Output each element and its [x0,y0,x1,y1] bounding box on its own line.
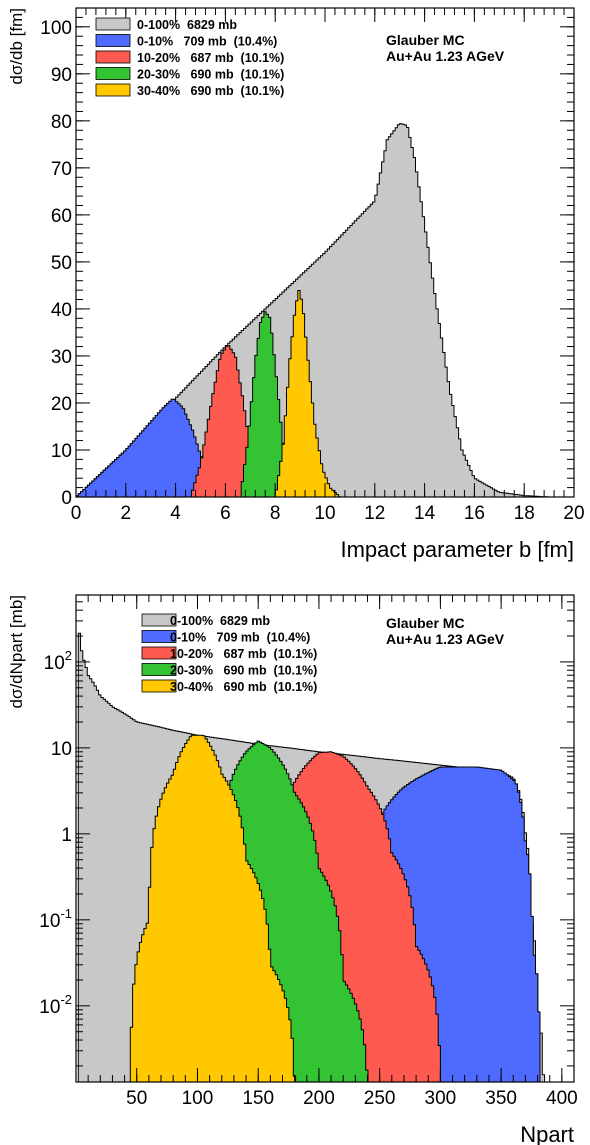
chart-panel-2: 50 100 150 200 250 300 350 400 10-2 10-1 1 10 102 Npa… [7,594,578,1145]
legend-swatch-c10_20 [141,646,177,660]
plot-frame [75,594,575,1083]
y-tick-label: 102 [44,648,72,674]
legend-label-c20_30: 20-30% 690 mb (10.1%) [137,68,284,82]
x-tick-label: 14 [414,503,436,524]
y-axis-title: dσ/db [fm] [7,8,26,85]
legend-swatch-c20_30 [95,67,131,80]
histogram-c30_40-1 [274,290,342,498]
x-tick-label: 8 [270,503,281,524]
y-tick-label: 40 [51,300,72,321]
legend-label-total: 0-100% 6829 mb [170,614,270,628]
y-tick-label: 30 [51,347,72,368]
y-axis-title: dσ/dNpart [mb] [7,595,26,708]
annotation-line-2: Au+Au 1.23 AGeV [386,48,505,64]
legend-swatch-c0_10 [141,630,177,643]
x-tick-label: 200 [303,1088,335,1109]
y-tick-label: 0 [61,488,72,509]
y-tick-label: 70 [51,159,72,180]
x-tick-label: 350 [485,1088,517,1109]
y-tick-label: 50 [51,253,72,274]
y-tick-label: 1 [61,825,72,846]
annotation-line-1: Glauber MC [386,32,465,48]
y-tick-label: 10 [51,441,72,462]
annotation-line-1: Glauber MC [386,615,465,631]
y-tick-label: 80 [51,112,72,133]
annotation-line-2: Au+Au 1.23 AGeV [386,631,505,647]
x-tick-label: 4 [170,503,181,524]
x-tick-label: 150 [242,1088,274,1109]
legend-label-c30_40: 30-40% 690 mb (10.1%) [137,84,284,98]
x-tick-label: 18 [514,503,535,524]
x-tick-label: 250 [364,1088,396,1109]
legend-swatch-total [95,17,131,31]
y-tick-label: 100 [40,18,72,39]
x-tick-label: 100 [182,1088,214,1109]
legend-label-c0_10: 0-10% 709 mb (10.4%) [137,35,277,49]
x-axis-title: Impact parameter b [fm] [340,537,574,562]
y-tick-label: 90 [51,65,72,86]
y-tick-label: 10-2 [39,992,72,1018]
x-tick-label: 400 [546,1088,578,1109]
y-tick-label: 20 [51,394,72,415]
x-tick-label: 12 [364,503,385,524]
legend-swatch-c30_40 [95,83,131,97]
legend-label-total: 0-100% 6829 mb [137,18,237,32]
x-tick-label: 6 [220,503,231,524]
legend-label-c0_10: 0-10% 709 mb (10.4%) [170,631,310,645]
legend-label-c30_40: 30-40% 690 mb (10.1%) [170,680,317,694]
y-tick-label: 10 [51,739,72,760]
legend-swatch-c30_40 [141,679,177,693]
x-tick-label: 20 [563,503,584,524]
x-axis-title: Npart [520,1122,574,1145]
legend-swatch-c10_20 [95,50,131,64]
x-tick-label: 10 [314,503,335,524]
y-tick-label: 10-1 [39,906,72,932]
legend-label-c20_30: 20-30% 690 mb (10.1%) [170,664,317,678]
x-tick-label: 300 [425,1088,457,1109]
x-tick-label: 16 [464,503,485,524]
chart-panel-1: 0 2 4 6 8 10 12 14 16 18 20 0 10 20 30 40 50 60 70 80 90 100 I… [7,7,585,562]
x-tick-label: 0 [71,503,82,524]
legend-swatch-c0_10 [95,34,131,47]
x-tick-label: 2 [121,503,132,524]
legend-label-c10_20: 10-20% 687 mb (10.1%) [137,51,284,65]
legend-swatch-total [141,613,177,627]
x-tick-label: 50 [126,1088,147,1109]
histogram-c30_40-2 [129,734,297,1083]
legend-label-c10_20: 10-20% 687 mb (10.1%) [170,647,317,661]
legend-swatch-c20_30 [141,663,177,676]
y-tick-label: 60 [51,206,72,227]
